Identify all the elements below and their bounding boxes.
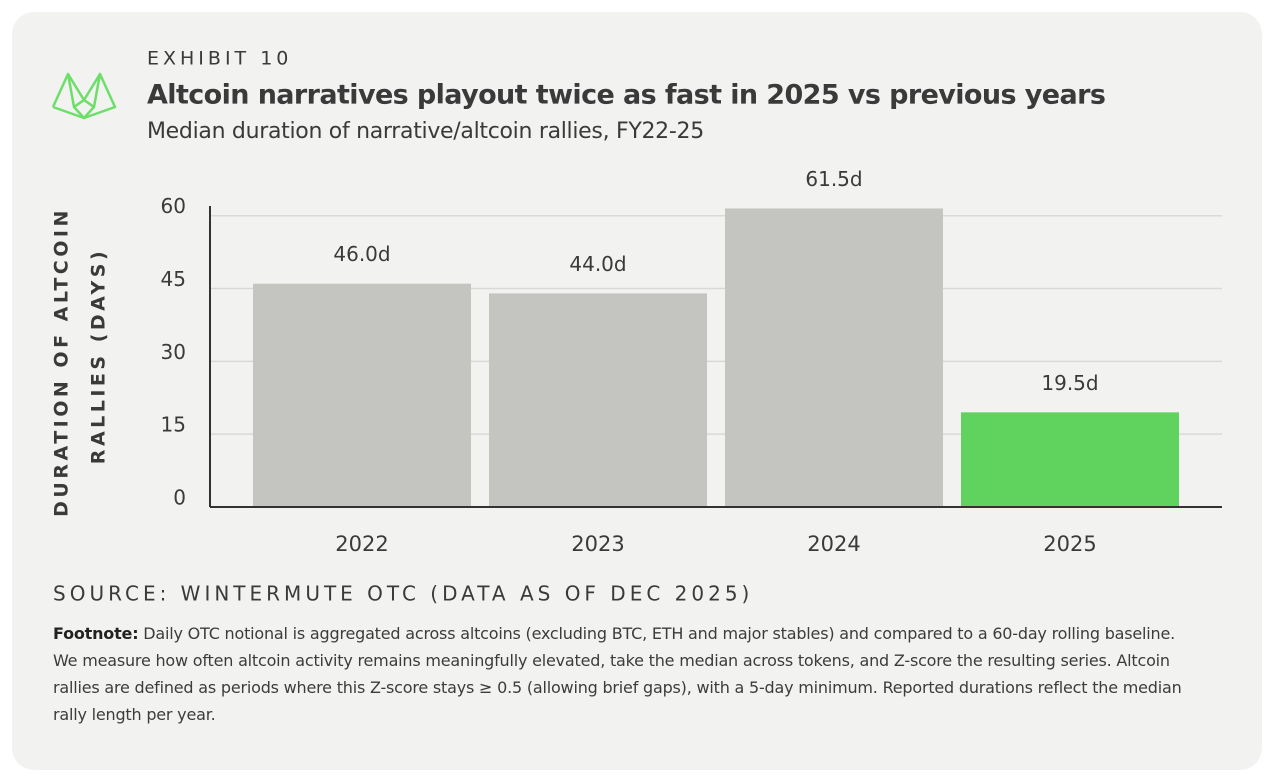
bar [489,293,707,507]
y-tick-label: 60 [161,194,186,218]
footnote-text: Daily OTC notional is aggregated across … [53,624,1182,724]
x-tick-label: 2024 [807,532,860,556]
value-label: 61.5d [805,167,862,191]
y-tick-label: 15 [161,413,186,437]
footnote: Footnote: Daily OTC notional is aggregat… [53,620,1203,728]
exhibit: EXHIBIT 10 [147,48,292,70]
y-tick-label: 30 [161,340,186,364]
footnote-label: Footnote: [53,624,139,643]
y-tick-label: 0 [173,486,186,510]
x-tick-label: 2025 [1043,532,1096,556]
value-label: 44.0d [569,252,626,276]
bar [725,208,943,507]
subtitle: Median duration of narrative/altcoin ral… [147,119,704,144]
x-tick-label: 2022 [335,532,388,556]
logo [51,72,117,120]
value-label: 19.5d [1041,371,1098,395]
bar [961,412,1179,507]
y-axis-label: DURATION OF ALTCOIN [51,207,73,517]
chart-title: Altcoin narratives playout twice as fast… [147,80,1105,111]
source: SOURCE: WINTERMUTE OTC (DATA AS OF DEC 2… [53,582,753,606]
x-tick-label: 2023 [571,532,624,556]
bar [253,283,471,507]
value-label: 46.0d [333,242,390,266]
y-tick-label: 45 [161,267,186,291]
y-axis-label: RALLIES (DAYS) [88,248,110,464]
